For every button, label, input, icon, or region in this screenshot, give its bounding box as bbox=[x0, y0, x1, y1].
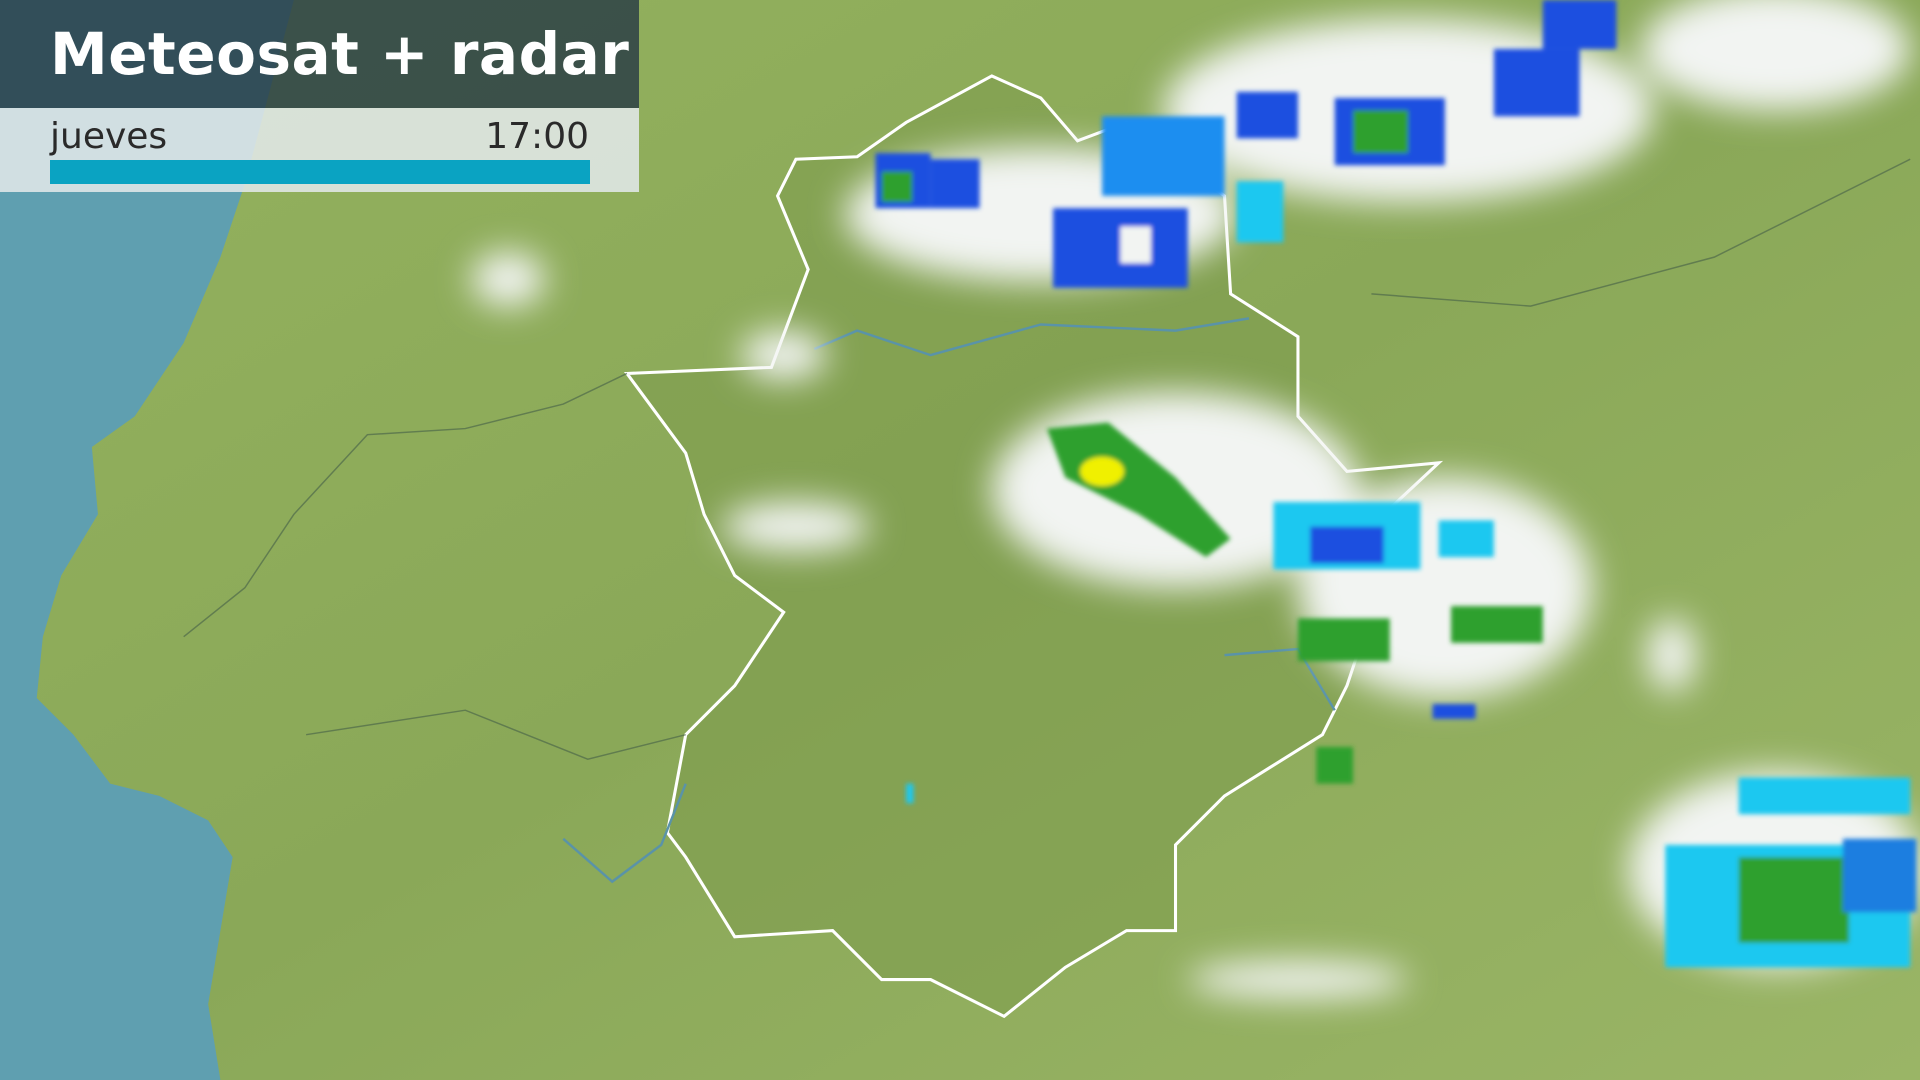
title-band: Meteosat + radar bbox=[0, 0, 639, 108]
country-borders bbox=[183, 158, 1911, 760]
time-band: jueves 17:00 bbox=[0, 108, 639, 192]
info-panel: Meteosat + radar jueves 17:00 bbox=[0, 0, 639, 192]
time-progress-bar bbox=[50, 160, 590, 184]
sea bbox=[0, 0, 294, 1080]
time-progress-fill bbox=[50, 160, 590, 184]
radar-echoes bbox=[875, 0, 1917, 968]
map-title: Meteosat + radar bbox=[50, 20, 630, 88]
time-label: 17:00 bbox=[485, 116, 589, 157]
day-label: jueves bbox=[50, 116, 168, 157]
